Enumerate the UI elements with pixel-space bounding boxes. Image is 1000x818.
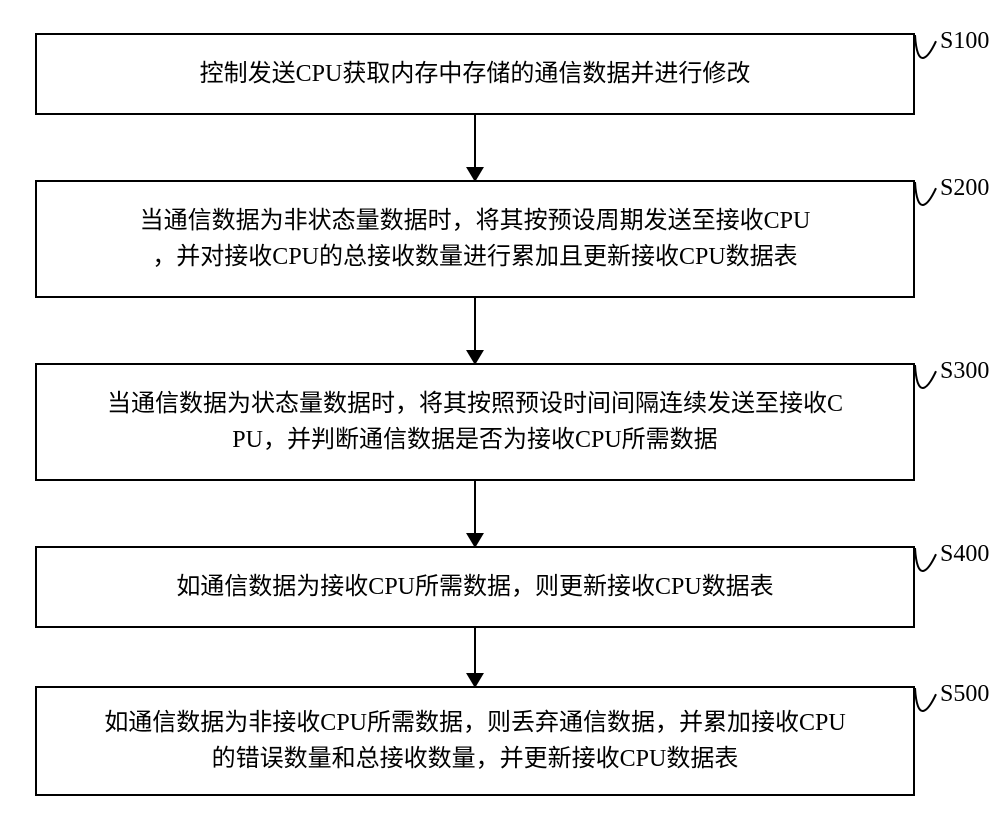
arrow-S400-S500 xyxy=(0,0,1000,818)
flowchart-canvas: 控制发送CPU获取内存中存储的通信数据并进行修改S100当通信数据为非状态量数据… xyxy=(0,0,1000,818)
